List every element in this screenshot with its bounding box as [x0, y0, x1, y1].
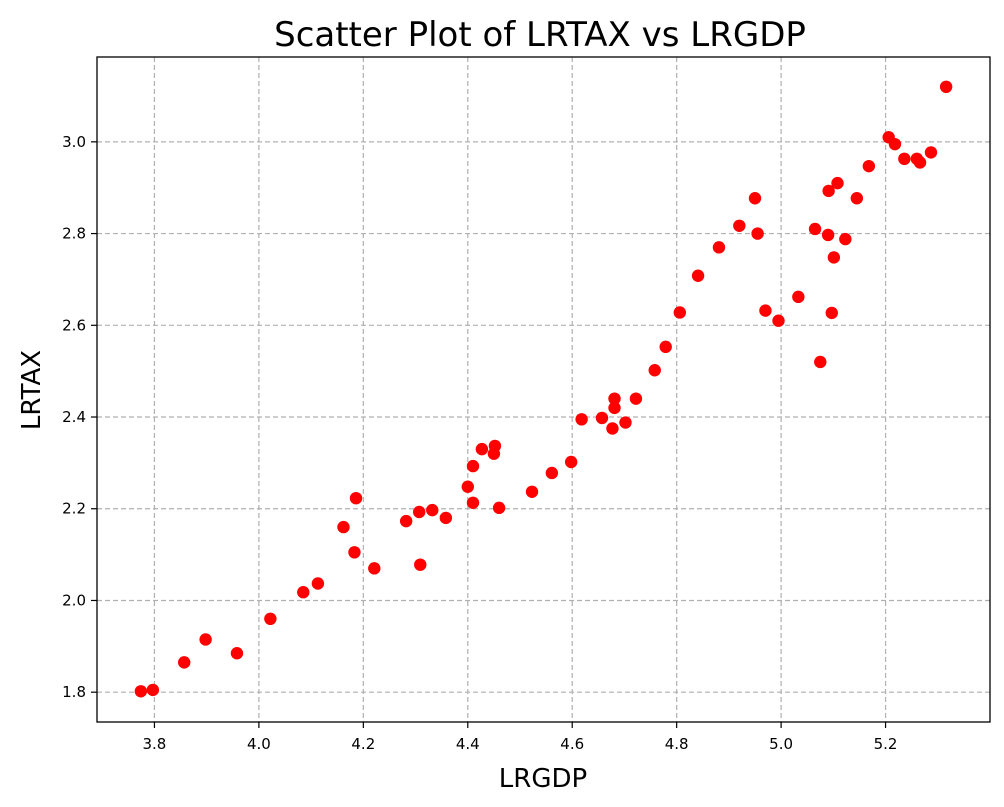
- data-point: [461, 480, 474, 493]
- data-point: [525, 485, 539, 498]
- data-point: [606, 422, 619, 435]
- data-point: [924, 146, 938, 159]
- data-point: [759, 304, 772, 317]
- data-point: [839, 232, 852, 246]
- data-point: [413, 505, 426, 519]
- x-tick-label: 4.6: [560, 735, 584, 753]
- y-tick-label: 2.6: [62, 316, 86, 334]
- data-point: [831, 176, 844, 190]
- data-point: [792, 290, 805, 304]
- plot-frame: [96, 56, 991, 723]
- data-point: [230, 647, 244, 660]
- data-point: [488, 439, 502, 453]
- data-point: [134, 685, 148, 698]
- data-point: [808, 222, 822, 236]
- data-point: [608, 401, 621, 415]
- x-tick-label: 3.8: [143, 735, 167, 753]
- x-tick-label: 4.0: [247, 735, 271, 753]
- data-point: [475, 442, 489, 456]
- data-point: [595, 411, 609, 425]
- x-tick-label: 4.4: [456, 735, 480, 753]
- y-tick-label: 2.0: [62, 591, 86, 609]
- x-axis-label: LRGDP: [499, 764, 587, 794]
- y-tick-label: 1.8: [62, 683, 86, 701]
- y-tick-label: 2.2: [62, 500, 86, 518]
- data-point: [825, 306, 838, 320]
- data-point: [575, 413, 588, 426]
- x-tick-label: 4.8: [665, 735, 689, 753]
- x-tick-label: 5.2: [874, 735, 898, 753]
- data-point: [399, 514, 413, 528]
- data-point: [414, 558, 427, 571]
- grid-layer: [97, 57, 990, 722]
- data-point: [772, 314, 785, 327]
- data-point: [368, 562, 381, 575]
- data-point: [619, 416, 632, 429]
- data-point: [898, 152, 911, 166]
- data-point: [827, 251, 841, 264]
- data-point: [311, 577, 325, 590]
- y-tick-label: 3.0: [62, 133, 86, 151]
- data-point: [466, 459, 480, 473]
- y-tick-label: 2.8: [62, 225, 86, 243]
- data-point: [146, 683, 160, 697]
- data-point: [659, 340, 672, 354]
- data-point: [733, 219, 746, 232]
- data-point: [673, 306, 686, 319]
- data-point: [426, 503, 439, 517]
- data-point: [691, 269, 705, 282]
- points-layer: [134, 80, 953, 698]
- data-point: [178, 656, 191, 669]
- data-point: [264, 612, 277, 626]
- x-tick-label: 5.0: [769, 735, 793, 753]
- data-point: [492, 501, 506, 515]
- data-point: [888, 137, 902, 151]
- data-point: [349, 491, 363, 505]
- data-point: [913, 156, 927, 169]
- data-point: [751, 227, 764, 240]
- x-tick-label: 4.2: [351, 735, 375, 753]
- data-point: [199, 633, 212, 646]
- y-tick-label: 2.4: [62, 408, 86, 426]
- data-point: [297, 586, 310, 599]
- data-point: [850, 192, 864, 205]
- data-point: [648, 364, 661, 377]
- data-point: [748, 192, 762, 205]
- data-point: [629, 392, 643, 405]
- data-point: [564, 455, 578, 469]
- ticks-layer: 3.8 4.0 4.2 4.4 4.6 4.8 5.0 5.2 1.8 2.0 2.2 2.4 2.6 2…: [62, 133, 897, 753]
- data-point: [439, 511, 453, 525]
- data-point: [348, 546, 361, 559]
- data-point: [814, 355, 827, 369]
- data-point: [545, 466, 559, 480]
- data-point: [822, 184, 835, 198]
- data-point: [939, 80, 953, 94]
- data-point: [712, 241, 726, 254]
- data-point: [821, 228, 835, 242]
- chart-title: Scatter Plot of LRTAX vs LRGDP: [274, 15, 806, 55]
- data-point: [608, 392, 621, 405]
- y-axis-label: LRTAX: [17, 350, 47, 430]
- data-point: [337, 520, 350, 534]
- data-point: [466, 496, 480, 509]
- data-point: [862, 159, 876, 173]
